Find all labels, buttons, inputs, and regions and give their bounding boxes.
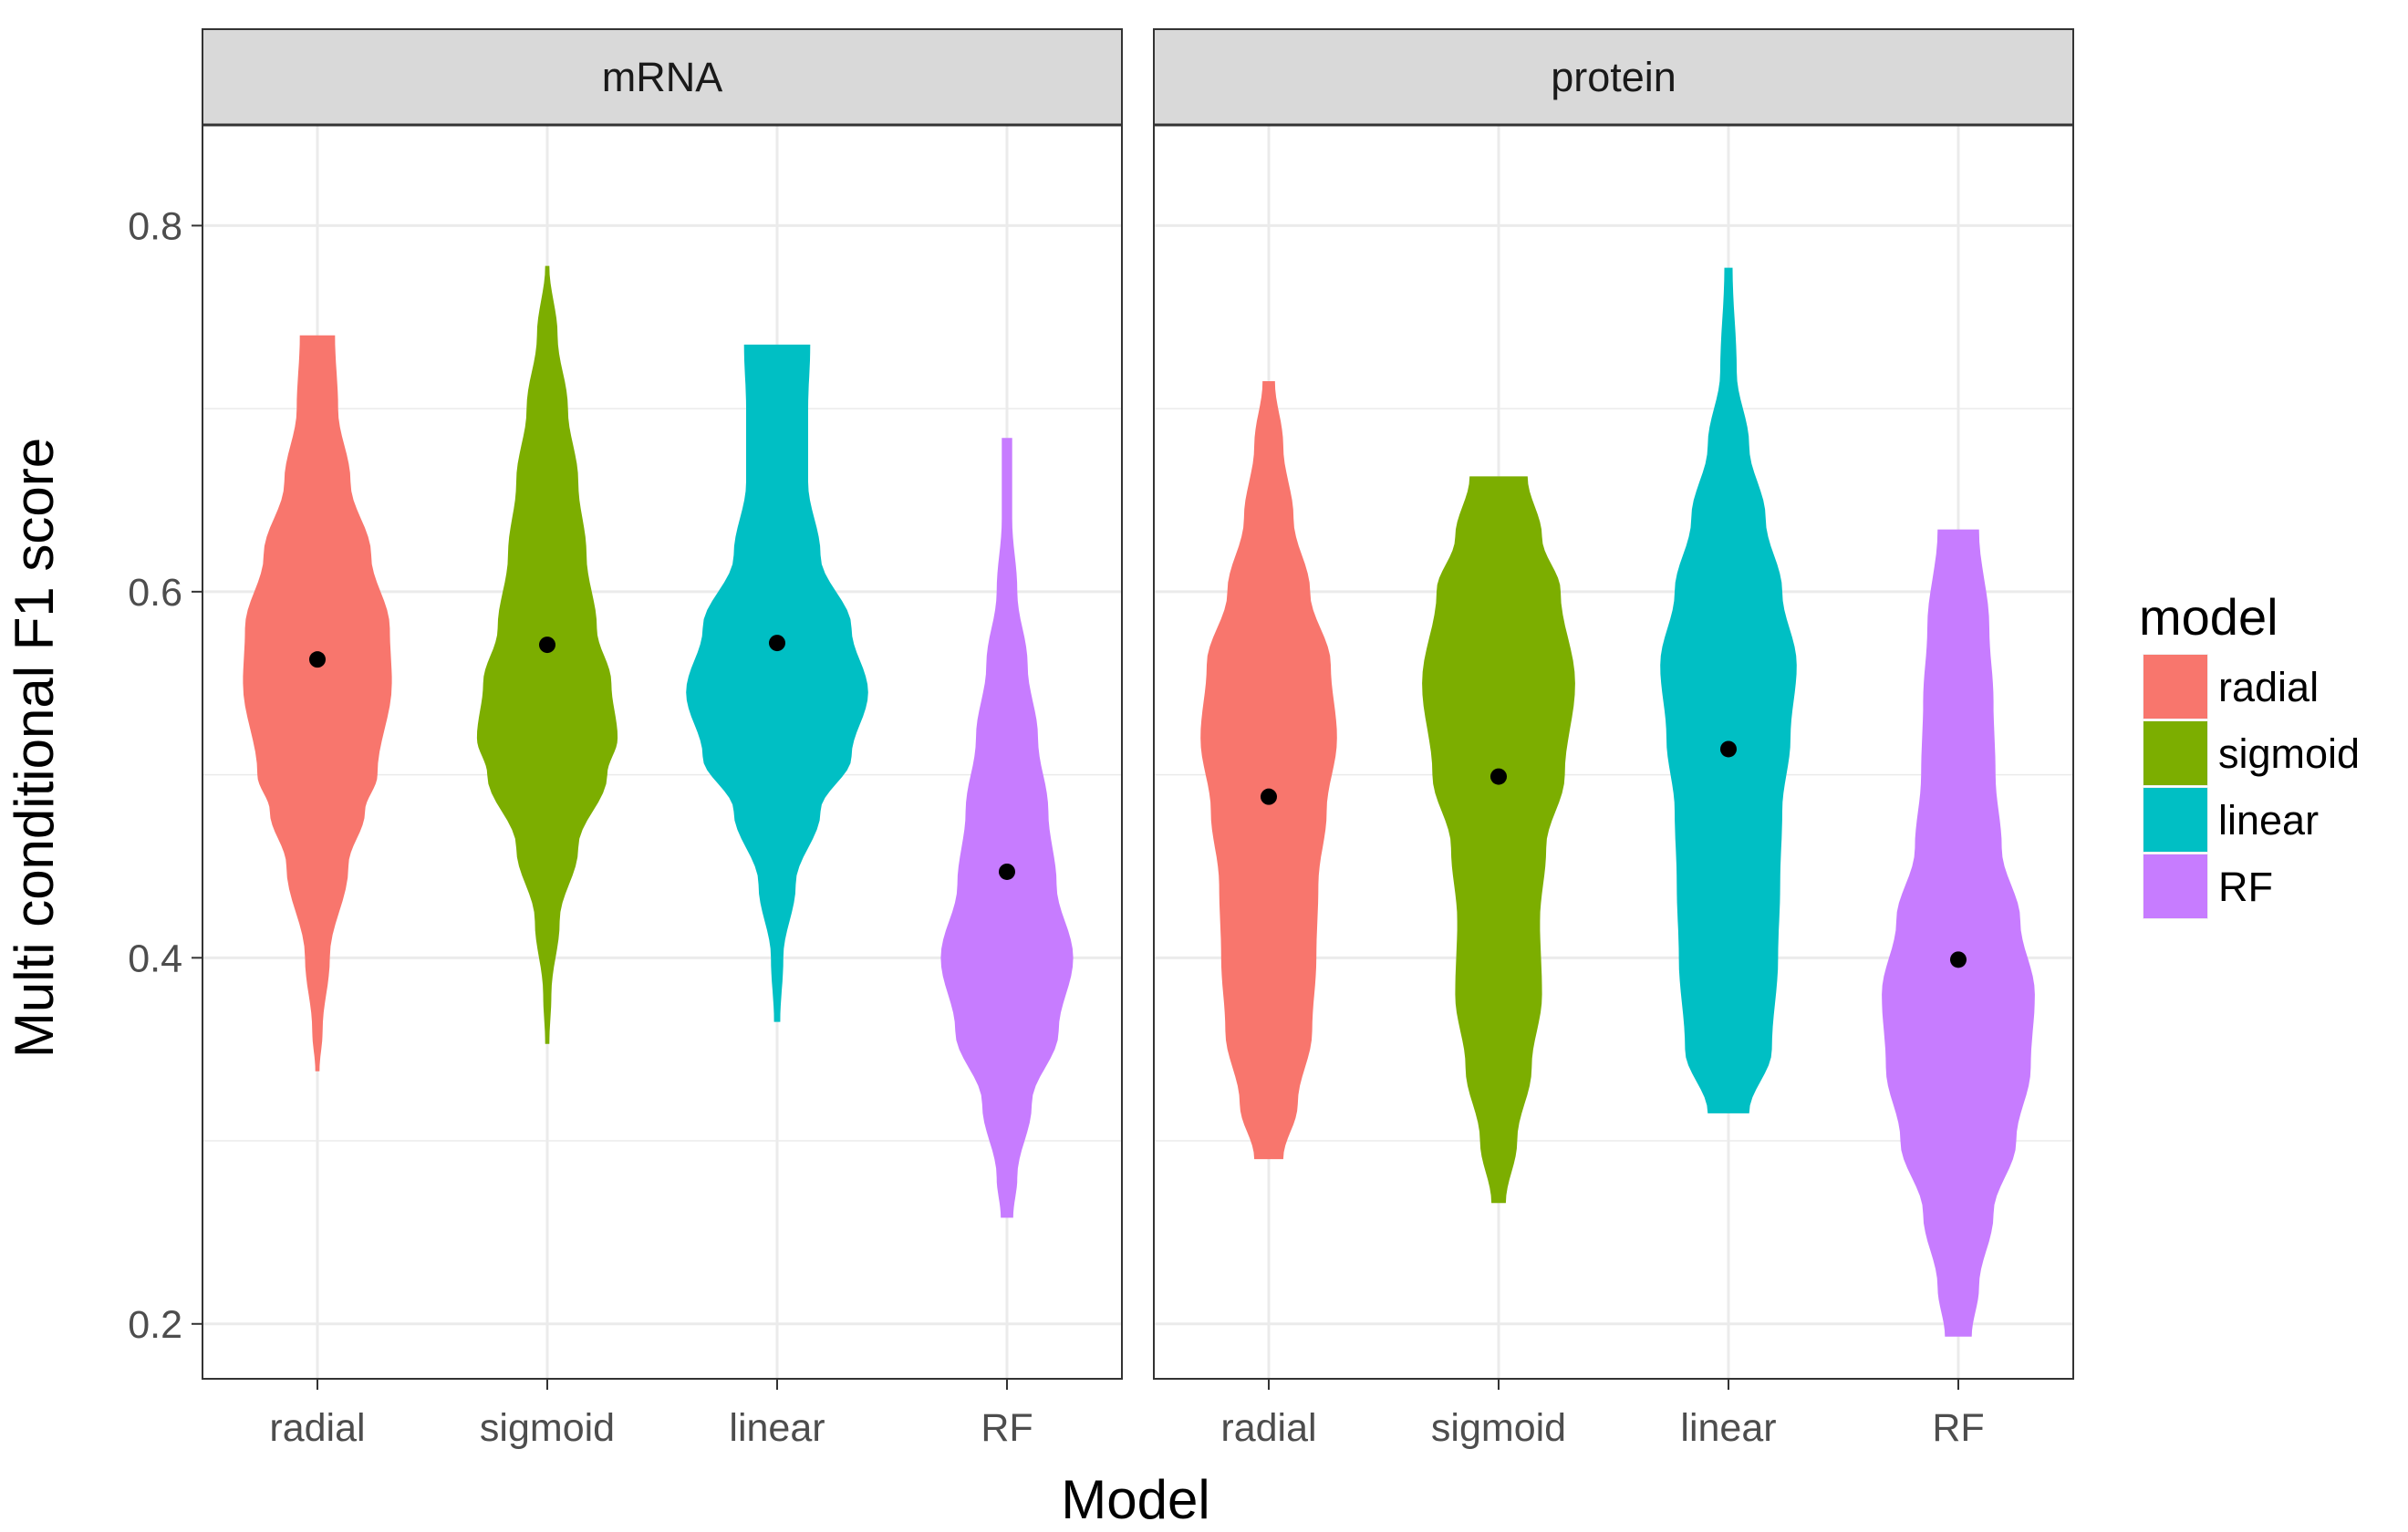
- y-axis: 0.2 0.4 0.6 0.8: [128, 204, 202, 1347]
- violin-mRNA-RF: [940, 438, 1074, 1218]
- x-tick-label: sigmoid: [1431, 1406, 1566, 1450]
- x-tick-label: RF: [981, 1406, 1033, 1450]
- facet-protein: protein radial sigmoid linear RF: [1153, 28, 2074, 1450]
- y-tick-label: 0.8: [128, 204, 182, 248]
- legend-label-sigmoid: sigmoid: [2218, 730, 2360, 777]
- legend-label-radial: radial: [2218, 664, 2319, 710]
- violin-mRNA-sigmoid: [476, 265, 618, 1044]
- facet-mRNA: mRNA radial sigmoid linear RF: [202, 28, 1123, 1450]
- x-tick-label: sigmoid: [480, 1406, 615, 1450]
- strip-background: [202, 28, 1123, 126]
- y-tick-label: 0.6: [128, 571, 182, 615]
- x-tick-label: linear: [1680, 1406, 1776, 1450]
- violin-mRNA-radial: [243, 335, 392, 1071]
- median-point-mRNA-RF: [999, 863, 1015, 880]
- median-point-mRNA-linear: [769, 635, 785, 652]
- median-point-mRNA-radial: [309, 651, 326, 668]
- legend-title: model: [2139, 588, 2278, 646]
- y-axis-title: Multi conditional F1 score: [4, 438, 65, 1058]
- strip-background: [1153, 28, 2074, 126]
- x-tick-label: radial: [1220, 1406, 1316, 1450]
- violin-mRNA-linear: [686, 344, 868, 1022]
- median-point-protein-radial: [1261, 788, 1277, 805]
- y-tick-label: 0.2: [128, 1303, 182, 1347]
- legend-label-linear: linear: [2218, 797, 2319, 844]
- violin-protein-radial: [1200, 381, 1337, 1160]
- x-axis-title: Model: [1061, 1469, 1209, 1530]
- y-tick-label: 0.4: [128, 937, 182, 980]
- strip-label-mRNA: mRNA: [602, 54, 723, 100]
- legend-label-RF: RF: [2218, 864, 2273, 910]
- median-point-protein-RF: [1950, 951, 1967, 968]
- legend-swatch-linear: [2143, 788, 2207, 852]
- violin-protein-RF: [1882, 529, 2035, 1337]
- median-point-protein-linear: [1720, 740, 1737, 758]
- median-point-mRNA-sigmoid: [539, 637, 555, 654]
- x-tick-label: RF: [1932, 1406, 1984, 1450]
- x-tick-label: linear: [729, 1406, 825, 1450]
- legend-swatch-sigmoid: [2143, 721, 2207, 785]
- x-tick-label: radial: [269, 1406, 365, 1450]
- violin-protein-linear: [1660, 267, 1797, 1113]
- legend-swatch-radial: [2143, 655, 2207, 719]
- median-point-protein-sigmoid: [1490, 768, 1507, 785]
- violin-protein-sigmoid: [1422, 476, 1575, 1204]
- strip-label-protein: protein: [1551, 54, 1676, 100]
- facet-panels: mRNA radial sigmoid linear RF protein radial si…: [202, 28, 2074, 1450]
- legend-swatch-RF: [2143, 854, 2207, 918]
- legend: model radial sigmoid linear RF: [2139, 588, 2360, 919]
